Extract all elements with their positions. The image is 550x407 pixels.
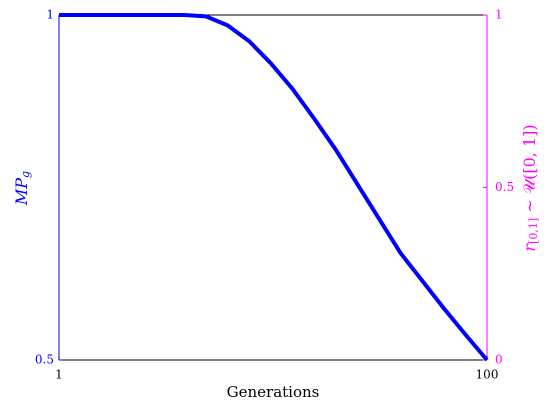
y2-tick-label: 1: [495, 8, 503, 22]
y-tick-label: 0.5: [35, 353, 54, 367]
y2-axis-label: r[0,1] ∼ 𝒰([0, 1]): [520, 124, 541, 251]
x-tick-label: 1: [55, 368, 63, 382]
y-label-main: MP: [12, 178, 31, 206]
y2-tick-label: 0.5: [495, 180, 514, 194]
y2-label-sub: [0,1]: [527, 218, 540, 244]
y-tick-label: 1: [46, 8, 54, 22]
y2-label-main: r: [520, 243, 539, 252]
x-tick-label: 100: [476, 368, 499, 382]
data-line: [59, 13, 489, 362]
y-label-sub: g: [19, 171, 32, 178]
y2-tick-label: 0: [495, 353, 503, 367]
y2-label-rest: ∼ 𝒰([0, 1]): [520, 124, 539, 217]
x-axis-label: Generations: [227, 383, 320, 401]
y-axis-label: MPg: [12, 171, 33, 206]
